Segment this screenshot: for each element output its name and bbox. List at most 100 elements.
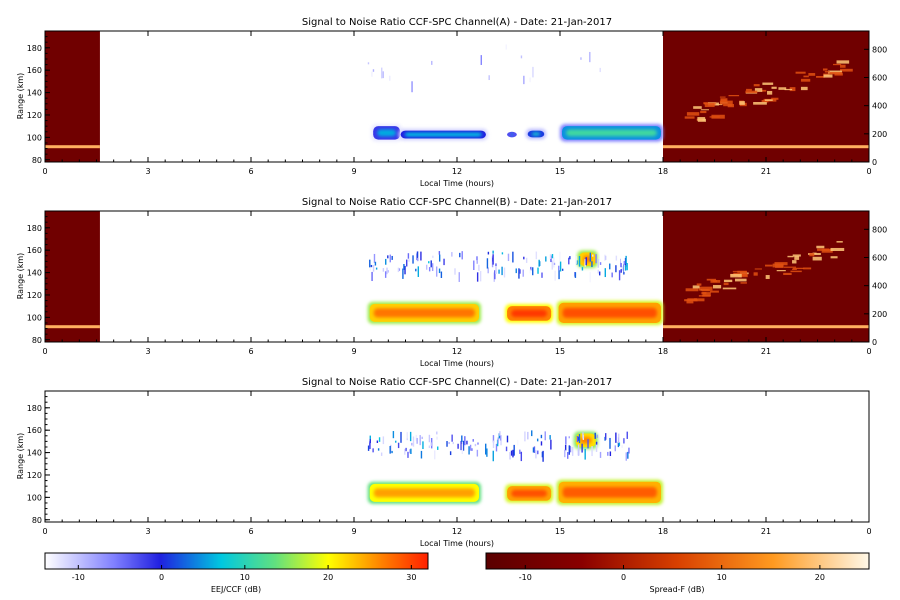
panel-b-plot: 0 3 6 9 12 15 18 21 0801001201401601800200400600… bbox=[27, 210, 887, 356]
x-tick-label: 9 bbox=[351, 527, 356, 536]
echo-streak bbox=[620, 258, 622, 268]
spread-f-night-0 bbox=[45, 211, 100, 342]
echo-streak bbox=[540, 441, 543, 446]
echo-streak bbox=[553, 262, 556, 265]
echo-streak bbox=[389, 254, 391, 263]
colorbar-eej-label: EEJ/CCF (dB) bbox=[211, 585, 261, 594]
echo-streak bbox=[495, 266, 497, 275]
eej-blob-core-2 bbox=[562, 307, 657, 318]
colorbar-tick-label: -10 bbox=[519, 573, 532, 582]
echo-streak bbox=[525, 257, 528, 263]
x-tick-label: 0 bbox=[866, 347, 871, 356]
echo-streak bbox=[609, 437, 611, 449]
echo-streak bbox=[420, 251, 422, 261]
panel-a-axes: 0 3 6 9 12 15 18 21 0801001201401601800200400600… bbox=[27, 31, 887, 176]
spread-f-plume bbox=[794, 256, 800, 260]
y-tick-label: 120 bbox=[27, 291, 42, 300]
spread-f-plume bbox=[684, 116, 695, 119]
spread-f-plume bbox=[723, 282, 729, 286]
echo-streak bbox=[558, 265, 560, 271]
echo-streak bbox=[591, 261, 593, 268]
y-tick-label: 120 bbox=[27, 471, 42, 480]
spread-f-plume bbox=[793, 267, 805, 270]
echo-streak bbox=[533, 446, 536, 453]
colorbar-tick-label: 20 bbox=[323, 573, 333, 582]
echo-streak bbox=[532, 66, 534, 78]
echo-streak bbox=[466, 440, 468, 445]
echo-streak bbox=[398, 268, 401, 271]
echo-streak bbox=[476, 449, 479, 457]
spread-f-plume bbox=[816, 75, 825, 78]
spread-f-plume bbox=[792, 254, 801, 257]
eej-blob-core-3 bbox=[531, 132, 541, 136]
spread-f-plume bbox=[830, 256, 838, 259]
echo-streak bbox=[599, 262, 602, 265]
spread-f-plume bbox=[693, 106, 702, 109]
echo-streak bbox=[406, 431, 408, 439]
echo-streak bbox=[623, 438, 625, 444]
echo-streak bbox=[515, 268, 517, 274]
spread-f-plume bbox=[836, 241, 843, 243]
spread-f-plume bbox=[734, 278, 747, 282]
right-tick-label: 0 bbox=[872, 158, 877, 167]
panel-b-xlabel: Local Time (hours) bbox=[420, 359, 494, 368]
echo-streak bbox=[438, 251, 441, 255]
echo-streak bbox=[624, 265, 627, 271]
echo-streak bbox=[620, 269, 622, 273]
echo-streak bbox=[622, 268, 624, 271]
echo-streak bbox=[430, 260, 432, 268]
echo-streak bbox=[620, 253, 623, 263]
echo-streak bbox=[615, 255, 618, 261]
echo-streak bbox=[369, 268, 372, 271]
spread-f-plume bbox=[840, 68, 853, 72]
y-tick-label: 80 bbox=[32, 156, 42, 165]
eej-blob-core-1 bbox=[404, 132, 482, 137]
spread-f-plume bbox=[824, 71, 830, 73]
spread-f-plume bbox=[730, 273, 742, 278]
spread-f-plume bbox=[833, 63, 842, 66]
echo-streak bbox=[485, 443, 487, 455]
y-tick-label: 120 bbox=[27, 111, 42, 120]
echo-streak bbox=[498, 433, 501, 439]
echo-streak bbox=[430, 437, 433, 449]
spread-f-plume bbox=[694, 298, 705, 302]
spread-f-plume bbox=[829, 72, 843, 75]
echo-streak bbox=[457, 443, 459, 449]
spread-f-plume bbox=[800, 78, 811, 82]
echo-streak bbox=[611, 272, 613, 278]
echo-streak bbox=[597, 269, 599, 274]
echo-streak bbox=[374, 261, 377, 266]
spread-f-night-1 bbox=[663, 31, 869, 162]
spread-f-plume bbox=[754, 268, 762, 270]
spread-f-plume bbox=[704, 103, 715, 108]
echo-streak bbox=[486, 448, 488, 457]
echo-streak bbox=[615, 432, 617, 443]
echo-streak bbox=[505, 446, 508, 452]
echo-streak bbox=[476, 272, 479, 282]
y-tick-label: 160 bbox=[27, 246, 42, 255]
spread-f-plume bbox=[745, 90, 758, 94]
echo-streak bbox=[411, 81, 413, 93]
spread-f-plume bbox=[738, 273, 748, 278]
echo-streak bbox=[541, 272, 543, 278]
echo-streak bbox=[537, 450, 539, 455]
spread-f-plume bbox=[720, 98, 728, 102]
panel-c-eej bbox=[367, 430, 663, 505]
spread-f-plume bbox=[692, 285, 700, 289]
spread-f-plume bbox=[836, 60, 850, 64]
echo-streak bbox=[532, 267, 534, 276]
echo-streak bbox=[405, 447, 407, 452]
y-tick-label: 160 bbox=[27, 426, 42, 435]
echo-streak bbox=[389, 75, 391, 81]
spread-f-plume bbox=[739, 101, 745, 105]
echo-streak bbox=[535, 450, 537, 459]
spread-f-plume bbox=[795, 71, 806, 74]
echo-streak bbox=[580, 57, 582, 60]
y-tick-label: 80 bbox=[32, 336, 42, 345]
echo-streak bbox=[410, 448, 412, 455]
spread-f-plume bbox=[787, 255, 794, 258]
echo-streak bbox=[626, 431, 628, 439]
x-tick-label: 0 bbox=[866, 527, 871, 536]
echo-streak bbox=[387, 270, 390, 273]
